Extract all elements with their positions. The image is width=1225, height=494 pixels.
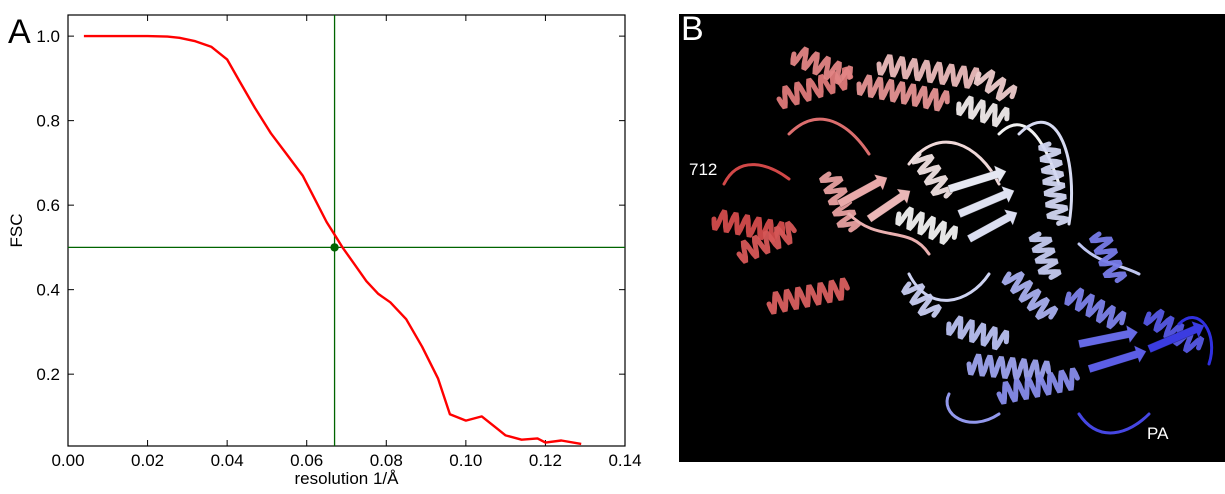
helix-segment	[711, 209, 786, 243]
strand-segment	[947, 165, 1007, 194]
helix-segment	[736, 220, 797, 264]
loop-segment	[945, 392, 1001, 424]
ribbon-structure-image	[711, 46, 1214, 435]
panel-b-letter: B	[681, 10, 704, 48]
helix-segment	[1143, 308, 1205, 354]
helix-segment	[973, 69, 1018, 102]
helix-segment	[910, 151, 955, 199]
helix-segment	[1028, 231, 1062, 280]
strand-segment	[957, 185, 1015, 219]
helix-segment	[956, 95, 1010, 128]
helix-segment	[966, 353, 1052, 383]
helix-segment	[1001, 271, 1059, 321]
structure-panel: 712 PA	[679, 14, 1225, 462]
x-tick-label: 0.02	[131, 451, 164, 470]
y-tick-label: 0.8	[36, 112, 60, 131]
x-tick-label: 0.04	[211, 451, 244, 470]
y-tick-label: 0.6	[36, 196, 60, 215]
helix-segment	[946, 315, 1010, 351]
loop-segment	[1177, 316, 1214, 366]
loop-segment	[1077, 412, 1151, 435]
loop-segment	[847, 212, 931, 256]
c-terminus-label: PA	[1147, 424, 1169, 443]
helix-segment	[996, 367, 1080, 405]
y-tick-label: 1.0	[36, 27, 60, 46]
x-tick-label: 0.08	[370, 451, 403, 470]
helix-segment	[1088, 231, 1128, 284]
strand-segment	[1147, 320, 1205, 354]
helix-segment	[790, 46, 854, 86]
strand-segment	[1087, 345, 1147, 374]
x-axis-label: resolution 1/Å	[295, 469, 400, 488]
x-tick-label: 0.00	[51, 451, 84, 470]
helix-segment	[1038, 141, 1070, 226]
x-tick-label: 0.12	[529, 451, 562, 470]
helix-segment	[766, 277, 850, 315]
fsc-chart: 0.00 0.02 0.04 0.06 0.08 0.10 0.12 0.14 0.2 0.4 0.…	[7, 14, 642, 488]
loop-segment	[722, 163, 791, 186]
n-terminus-label: 712	[689, 160, 718, 179]
y-tick-label: 0.2	[36, 365, 60, 384]
x-tick-label: 0.10	[449, 451, 482, 470]
fsc-curve	[83, 34, 582, 446]
strand-segment	[1077, 324, 1139, 349]
helix-segment	[856, 74, 950, 112]
helix-segment	[901, 281, 942, 318]
x-tick-label: 0.06	[290, 451, 323, 470]
strand-segment	[836, 174, 888, 208]
loop-segment	[1017, 120, 1073, 226]
crossing-marker	[330, 243, 339, 252]
helix-segment	[876, 54, 981, 89]
panel-a-letter: A	[8, 13, 31, 51]
loop-segment	[787, 117, 871, 156]
y-tick-label: 0.4	[36, 281, 60, 300]
helix-segment	[1064, 287, 1127, 330]
strand-segment	[966, 209, 1018, 243]
plot-frame	[67, 14, 626, 447]
x-tick-label: 0.14	[608, 451, 641, 470]
y-axis-label: FSC	[7, 214, 26, 248]
strand-segment	[866, 188, 911, 223]
fsc-chart-panel: A 0.00 0.02 0.04 0.06 0.08 0.10 0.12 0.14 0.2 0.4…	[7, 13, 642, 488]
helix-segment	[895, 206, 959, 246]
